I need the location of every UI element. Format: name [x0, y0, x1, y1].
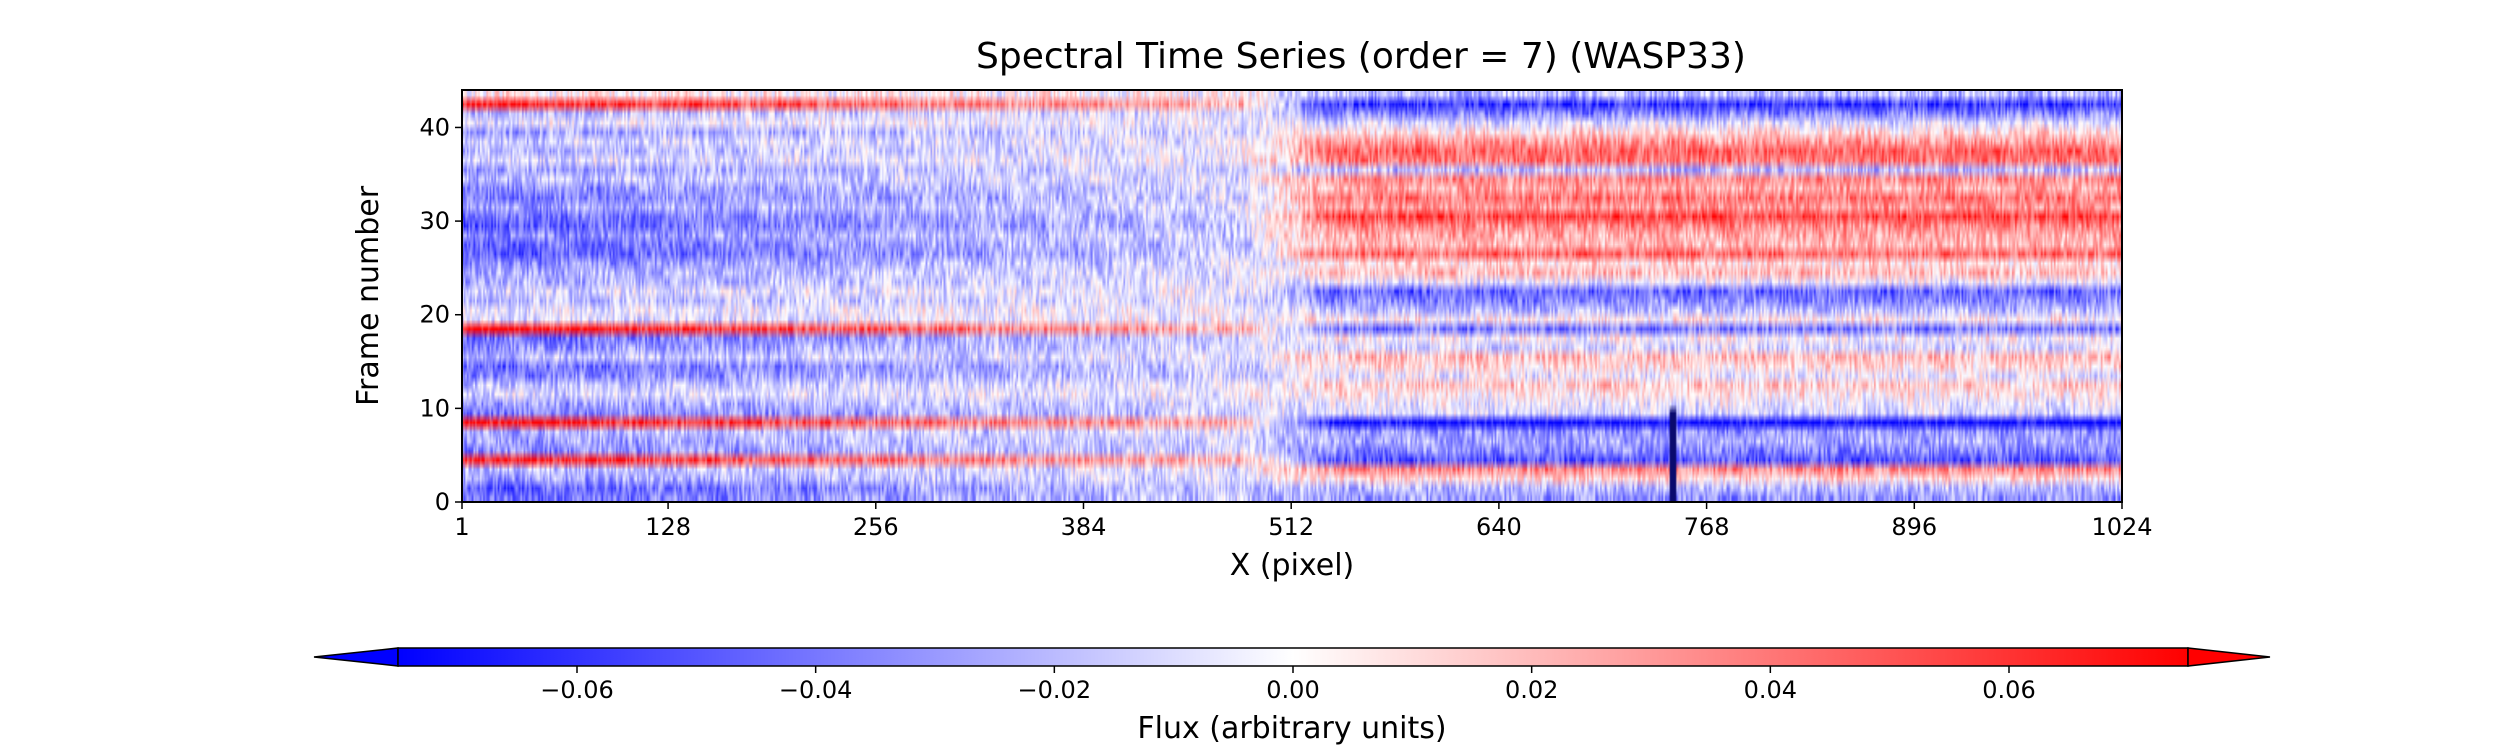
y-tick-label: 20	[419, 301, 450, 329]
colorbar-extend-high	[2187, 647, 2271, 667]
colorbar: −0.06 −0.04 −0.02 0.00 0.02 0.04 0.06 Flux (ar…	[313, 647, 2271, 746]
x-axis-label: X (pixel)	[1230, 548, 1355, 583]
colorbar-tick-label: 0.06	[1982, 676, 2035, 704]
y-axis-label: Frame number	[351, 185, 386, 406]
x-tick-label: 640	[1476, 513, 1522, 541]
x-tick-label: 1	[454, 513, 469, 541]
y-tick-label: 40	[419, 113, 450, 141]
colorbar-tick-label: 0.04	[1744, 676, 1797, 704]
x-tick-label: 1024	[2091, 513, 2152, 541]
x-tick-label: 768	[1684, 513, 1730, 541]
colorbar-tick-label: 0.02	[1505, 676, 1558, 704]
colorbar-body	[397, 647, 2189, 667]
colorbar-tick-label: −0.06	[540, 676, 614, 704]
colorbar-tick-label: 0.00	[1266, 676, 1319, 704]
y-tick-label: 0	[435, 488, 450, 516]
x-tick-label: 512	[1268, 513, 1314, 541]
y-tick-label: 30	[419, 207, 450, 235]
y-tick-label: 10	[419, 394, 450, 422]
heatmap-area	[461, 89, 2123, 503]
x-tick-label: 128	[645, 513, 691, 541]
chart-title: Spectral Time Series (order = 7) (WASP33…	[976, 36, 1746, 77]
y-axis: 0 10 20 30 40	[419, 113, 462, 516]
colorbar-tick-label: −0.02	[1018, 676, 1092, 704]
x-tick-label: 896	[1891, 513, 1937, 541]
colorbar-extend-low	[313, 647, 399, 667]
x-axis: 1 128 256 384 512 640 768 896 1024	[454, 502, 2153, 541]
colorbar-ticks: −0.06 −0.04 −0.02 0.00 0.02 0.04 0.06	[540, 666, 2036, 704]
heatmap-image	[462, 90, 2122, 502]
colorbar-tick-label: −0.04	[779, 676, 853, 704]
x-tick-label: 384	[1061, 513, 1107, 541]
x-tick-label: 256	[853, 513, 899, 541]
heatmap-frame	[461, 89, 2123, 503]
colorbar-label: Flux (arbitrary units)	[1137, 711, 1446, 746]
